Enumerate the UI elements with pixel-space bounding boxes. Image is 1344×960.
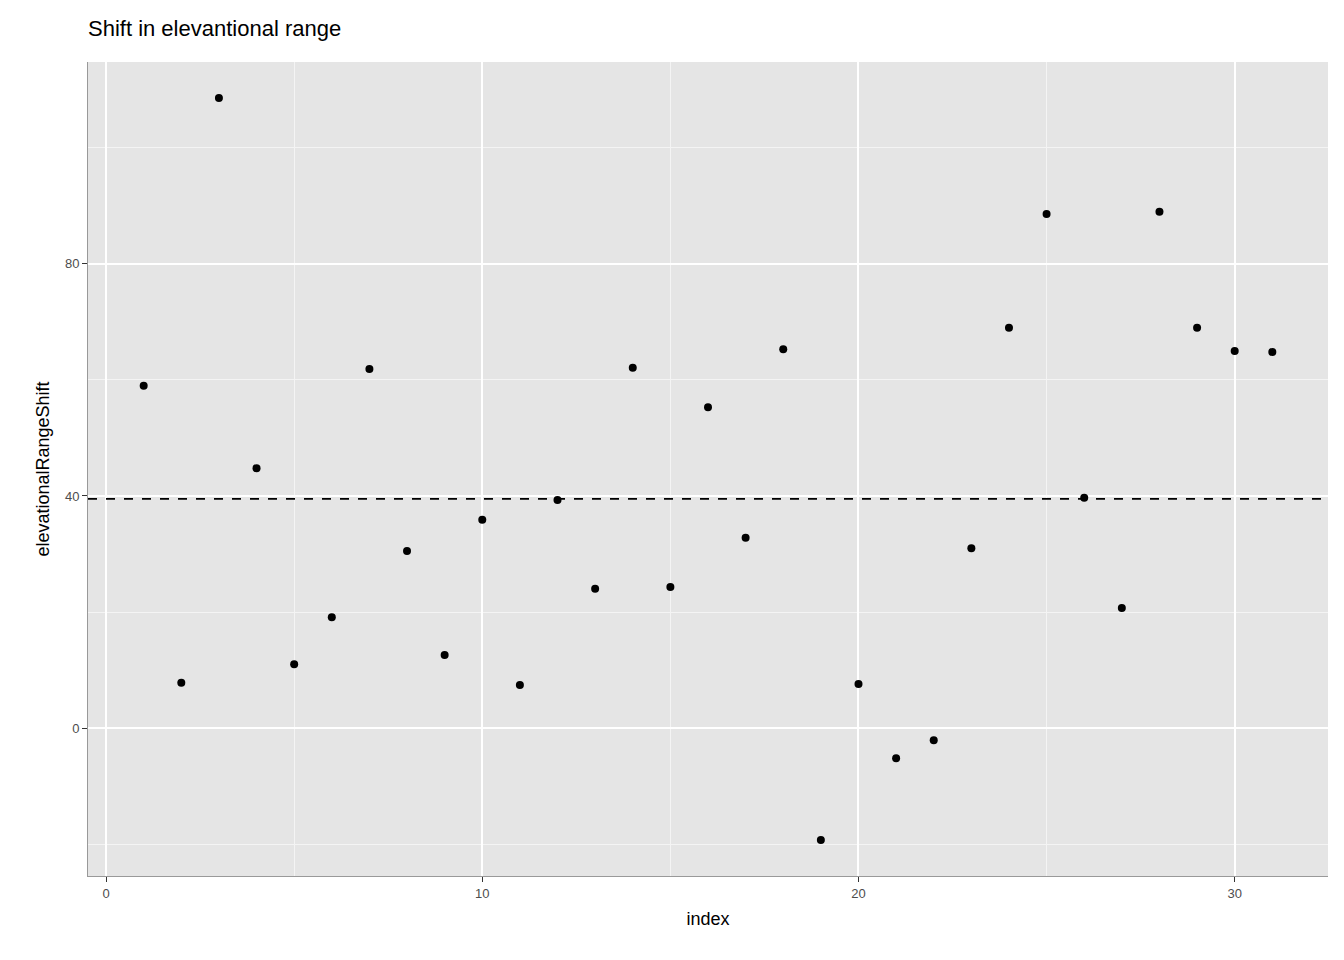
svg-text:0: 0 <box>102 886 109 901</box>
svg-text:30: 30 <box>1227 886 1241 901</box>
svg-text:40: 40 <box>65 489 79 504</box>
svg-text:elevationalRangeShift: elevationalRangeShift <box>33 381 53 556</box>
svg-text:10: 10 <box>475 886 489 901</box>
svg-text:Shift in elevantional range: Shift in elevantional range <box>88 16 341 41</box>
svg-text:20: 20 <box>851 886 865 901</box>
svg-text:80: 80 <box>65 256 79 271</box>
svg-text:index: index <box>686 909 729 929</box>
svg-text:0: 0 <box>72 721 79 736</box>
